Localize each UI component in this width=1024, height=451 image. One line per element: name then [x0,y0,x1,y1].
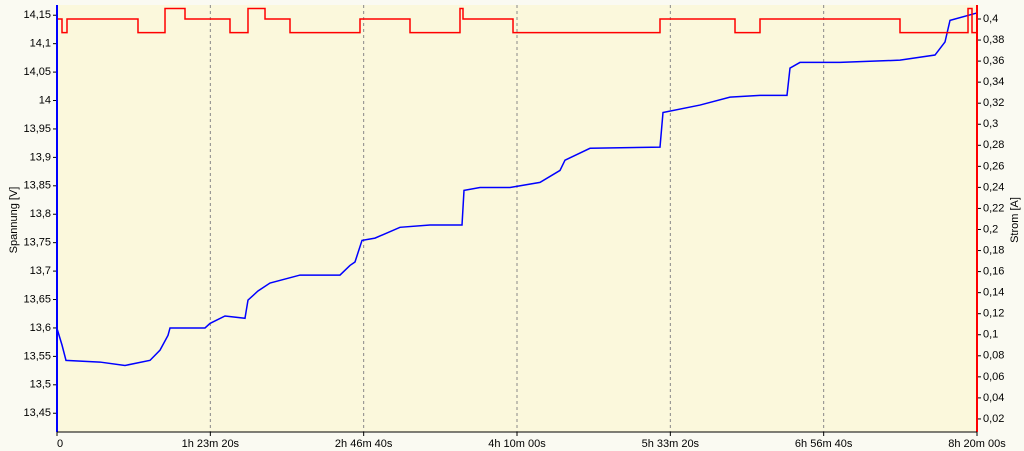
y2-tick-label: 0,24 [983,181,1004,193]
y-tick-label: 13,9 [30,151,51,163]
y2-tick-label: 0,04 [983,392,1004,404]
y-tick-label: 13,85 [23,180,51,192]
y2-tick-label: 0,4 [983,13,998,25]
y2-tick-label: 0,02 [983,413,1004,425]
x-tick-label: 4h 10m 00s [488,438,546,450]
y2-tick-label: 0,08 [983,350,1004,362]
y-tick-label: 14 [39,94,51,106]
y2-tick-label: 0,16 [983,266,1004,278]
x-tick-label: 2h 46m 40s [335,438,393,450]
y-tick-label: 13,7 [30,265,51,277]
y-axis-title: Spannung [V] [8,187,20,254]
y-tick-label: 14,05 [23,66,51,78]
series-line [57,7,977,34]
y2-tick-label: 0,28 [983,139,1004,151]
x-tick-label: 0 [57,438,63,450]
y2-tick-label: 0,26 [983,160,1004,172]
y2-tick-label: 0,32 [983,97,1004,109]
y2-tick-label: 0,22 [983,202,1004,214]
y-tick-label: 13,75 [23,237,51,249]
y-tick-label: 13,8 [30,208,51,220]
y2-tick-label: 0,06 [983,371,1004,383]
y2-tick-label: 0,38 [983,34,1004,46]
y2-axis-title: Strom [A] [1009,197,1021,243]
y2-tick-label: 0,1 [983,329,998,341]
y2-tick-label: 0,14 [983,287,1004,299]
y2-tick-label: 0,18 [983,244,1004,256]
y-tick-label: 13,45 [23,407,51,419]
y-tick-label: 14,1 [30,38,51,50]
y2-tick-label: 0,34 [983,76,1004,88]
x-tick-label: 5h 33m 20s [642,438,700,450]
y2-tick-label: 0,3 [983,118,998,130]
x-tick-label: 1h 23m 20s [182,438,240,450]
y-tick-label: 13,5 [30,379,51,391]
y2-tick-label: 0,36 [983,55,1004,67]
y-tick-label: 13,95 [23,123,51,135]
y-tick-label: 13,6 [30,322,51,334]
y-tick-label: 14,15 [23,9,51,21]
y2-tick-label: 0,12 [983,308,1004,320]
y2-tick-label: 0,2 [983,223,998,235]
y-tick-label: 13,55 [23,350,51,362]
y-tick-label: 13,65 [23,293,51,305]
x-tick-label: 8h 20m 00s [948,438,1006,450]
x-tick-label: 6h 56m 40s [795,438,853,450]
series-line [56,12,978,367]
